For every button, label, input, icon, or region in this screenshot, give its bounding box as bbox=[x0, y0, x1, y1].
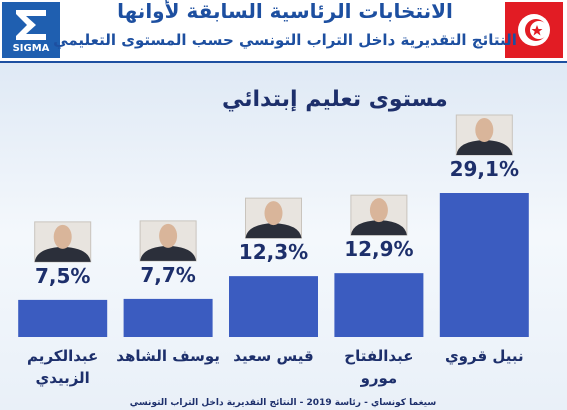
chart-title: الانتخابات الرئاسية السابقة لأوانها bbox=[117, 0, 453, 23]
portrait-body bbox=[245, 223, 302, 239]
bar bbox=[439, 193, 529, 337]
value-label: 29,1% bbox=[450, 157, 519, 181]
portrait-face bbox=[53, 224, 72, 249]
chart-subtitle: النتائج التقديرية داخل التراب التونسي حس… bbox=[53, 31, 517, 49]
portrait-face bbox=[475, 118, 494, 142]
header bbox=[0, 0, 567, 62]
value-label: 12,9% bbox=[344, 237, 413, 261]
x-tick-label: عبدالفتاح مورو bbox=[344, 347, 414, 387]
value-label: 7,7% bbox=[140, 263, 195, 287]
bar bbox=[229, 276, 318, 337]
bar bbox=[18, 299, 108, 337]
footer: سيغما كونساي - رئاسة 2019 - النتائج التق… bbox=[130, 398, 437, 408]
flag-star bbox=[531, 25, 543, 36]
x-tick-label: يوسف الشاهد bbox=[116, 347, 220, 365]
portrait-body bbox=[140, 245, 197, 261]
bar bbox=[334, 273, 424, 337]
x-tick-label: نبيل قروي bbox=[444, 347, 524, 365]
logo-sigma bbox=[16, 10, 46, 40]
portrait-face bbox=[369, 198, 388, 223]
portrait-body bbox=[34, 246, 91, 262]
x-tick-label: قيس سعيد bbox=[233, 347, 314, 365]
portrait-face bbox=[159, 223, 178, 248]
portrait-face bbox=[264, 201, 283, 226]
portrait-body bbox=[350, 220, 407, 236]
portrait-body bbox=[456, 140, 513, 155]
bar bbox=[123, 298, 213, 337]
value-label: 7,5% bbox=[35, 264, 90, 288]
value-label: 12,3% bbox=[239, 240, 308, 264]
logo-text: SIGMA bbox=[13, 43, 50, 54]
chart-heading: مستوى تعليم إبتدائي bbox=[222, 87, 448, 112]
x-tick-label: عبدالكريم الزبيدي bbox=[27, 347, 99, 387]
